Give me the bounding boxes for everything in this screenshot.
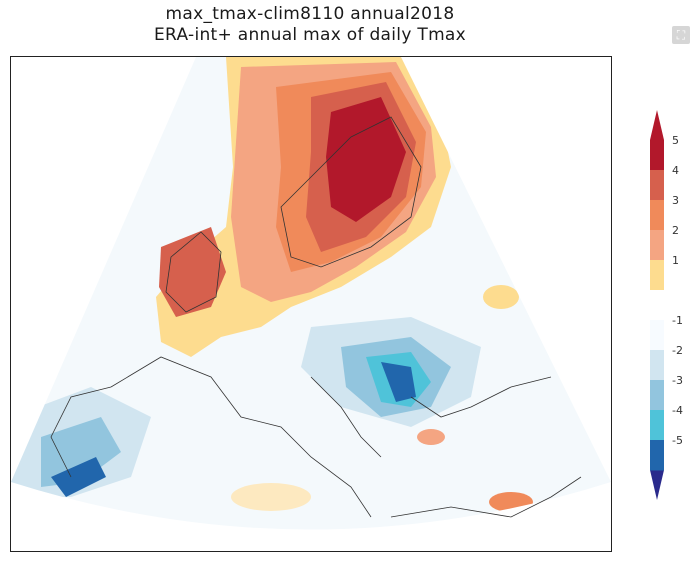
map-title-line2: ERA-int+ annual max of daily Tmax [153, 25, 467, 45]
map-title-line1: max_tmax-clim8110 annual2018 [165, 4, 455, 24]
colorbar-swatches [650, 110, 664, 500]
colorbar-top-cap [650, 110, 664, 140]
colorbar-band-neutral [650, 290, 664, 321]
warm-anomaly-5 [326, 97, 406, 222]
colorbar-band [650, 320, 664, 351]
colorbar-tick-label: -4 [672, 404, 683, 417]
colorbar-band [650, 170, 664, 201]
coast-north-africa-east [390, 476, 582, 518]
colorbar-band [650, 410, 664, 441]
colorbar-tick-label: 4 [672, 164, 679, 177]
warm-spot-africa [231, 483, 311, 511]
colorbar-labels: 5 4 3 2 1 -1 -2 -3 -4 -5 [672, 134, 683, 447]
colorbar-tick-label: -2 [672, 344, 683, 357]
colorbar-band [650, 260, 664, 291]
colorbar-band [650, 440, 664, 471]
temperature-anomaly-map [11, 57, 611, 530]
colorbar-tick-label: 3 [672, 194, 679, 207]
map-title: max_tmax-clim8110 annual2018 ERA-int+ an… [0, 4, 620, 46]
warm-anomaly-uk [159, 227, 226, 317]
coast-western-europe [110, 356, 372, 518]
colorbar-bottom-cap [650, 470, 664, 500]
colorbar-tick-label: -3 [672, 374, 683, 387]
colorbar-band [650, 140, 664, 171]
coastlines [50, 116, 582, 518]
colorbar-band [650, 380, 664, 411]
colorbar-tick-label: 1 [672, 254, 679, 267]
warm-spot-greece [417, 429, 445, 445]
coast-italy [310, 376, 382, 458]
coast-british-isles [165, 231, 222, 313]
colorbar: 5 4 3 2 1 -1 -2 -3 -4 -5 [650, 110, 683, 500]
map-plot-area [10, 56, 612, 552]
colorbar-band [650, 230, 664, 261]
coast-scandinavia [280, 116, 422, 268]
colorbar-band [650, 350, 664, 381]
colorbar-tick-label: -1 [672, 314, 683, 327]
colorbar-tick-label: -5 [672, 434, 683, 447]
cold-anomaly-iberia-3 [51, 457, 106, 497]
coast-iberia [50, 386, 112, 478]
colorbar-tick-label: 2 [672, 224, 679, 237]
warm-spot-black-sea [483, 285, 519, 309]
cold-anomaly-4 [381, 362, 416, 402]
colorbar-band [650, 200, 664, 231]
expand-icon[interactable]: ⛶ [672, 26, 690, 44]
coast-balkans [410, 376, 552, 418]
colorbar-tick-label: 5 [672, 134, 679, 147]
cold-anomaly-iberia-2 [41, 417, 121, 487]
